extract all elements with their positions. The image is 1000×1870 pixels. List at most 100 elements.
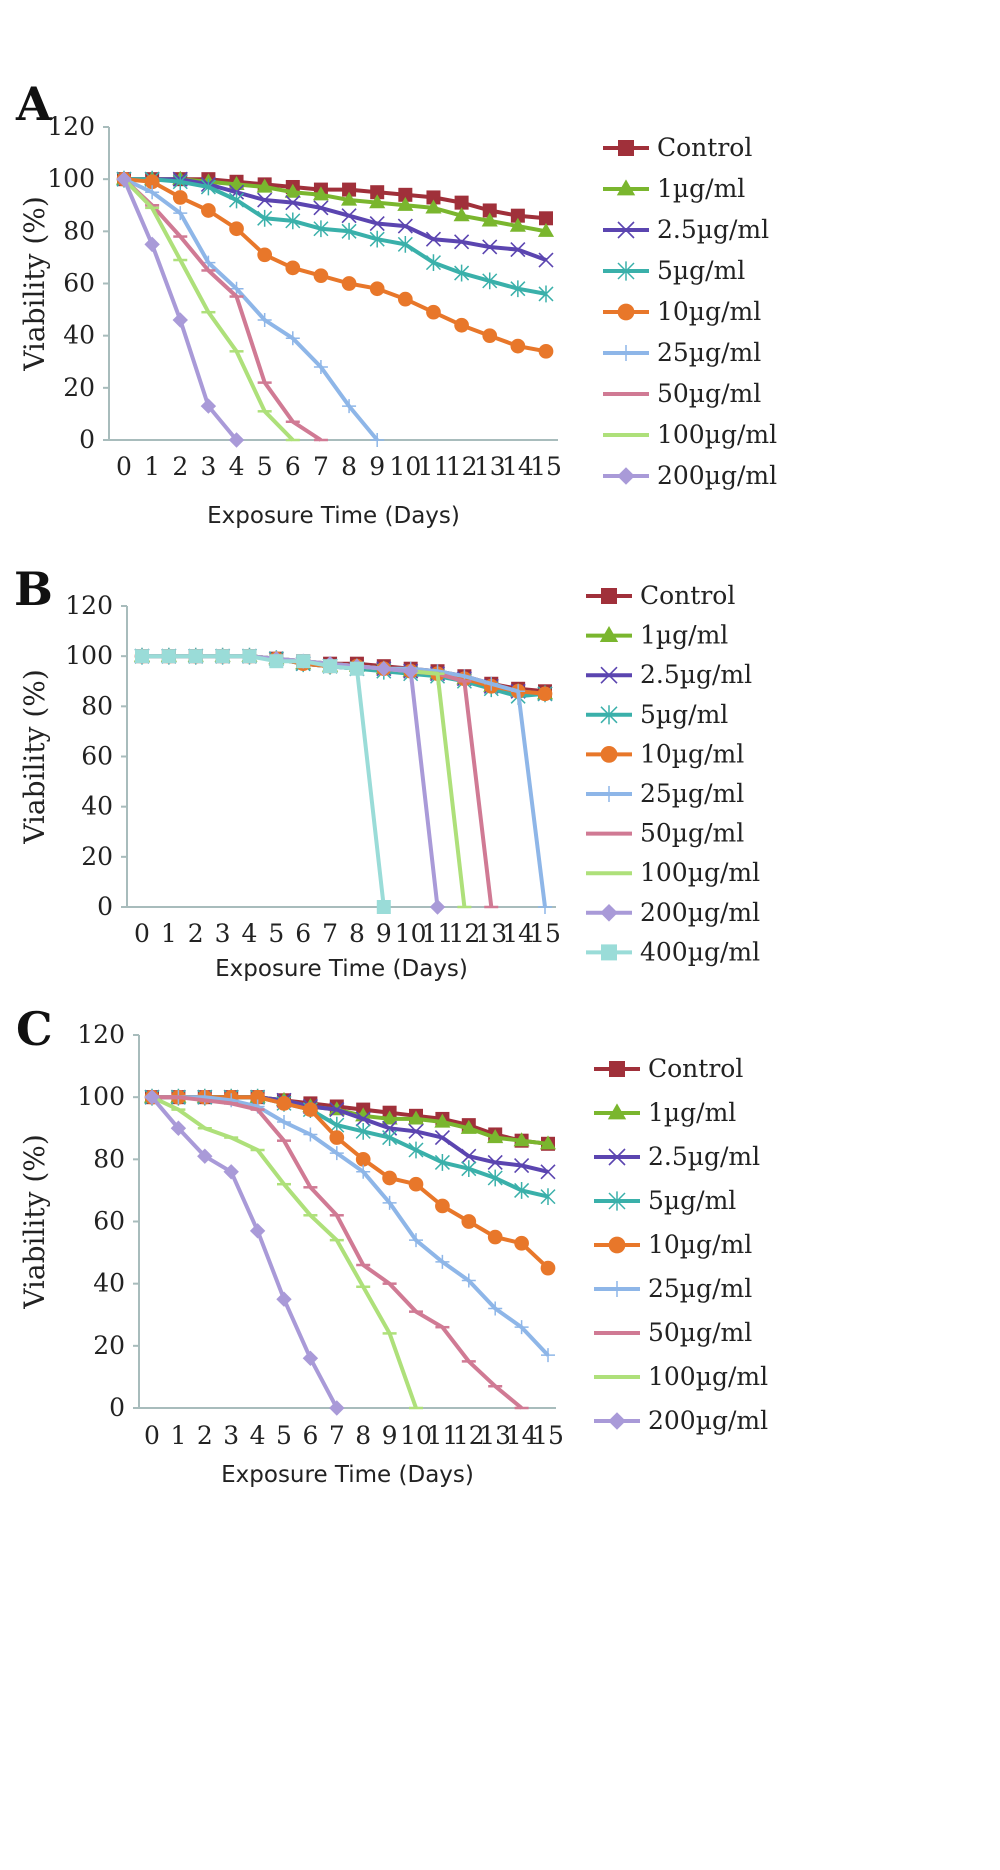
panel-a-x-tick-label: 0 [116, 452, 132, 481]
panel-c-series-2-5ug-ml-point [355, 1111, 371, 1127]
panel-a-y-tick-label: 80 [63, 216, 95, 245]
panel-a-legend-marker [618, 345, 634, 361]
panel-b-x-tick-label: 7 [322, 919, 338, 948]
panel-b-legend-entry: 50µg/ml [586, 819, 744, 848]
panel-a-series-5ug-ml-point [482, 272, 498, 290]
panel-a-legend-marker [617, 261, 635, 281]
panel-a-legend-label: 200µg/ml [657, 461, 777, 490]
panel-c-legend-entry: 10µg/ml [594, 1230, 752, 1259]
panel-b-legend-label: 400µg/ml [640, 937, 760, 966]
panel-a-series-2-5ug-ml-point [257, 192, 273, 208]
panel-a-series-1ug-ml-point [537, 222, 555, 237]
panel-a-series-2-5ug-ml-point [538, 252, 554, 268]
panel-b-legend-label: 25µg/ml [640, 779, 744, 808]
panel-c-series-25ug-ml-line [152, 1095, 550, 1357]
panel-b-series-400ug-ml-point [376, 900, 391, 914]
panel-c-series-10ug-ml-point [303, 1102, 318, 1117]
panel-c-y-tick-label: 120 [77, 1020, 125, 1049]
panel-b-series-400ug-ml-point [296, 654, 311, 669]
panel-c-series-25ug-ml [145, 1090, 555, 1363]
panel-b-series-400ug-ml-line [142, 654, 386, 908]
panel-a-series-control-point [482, 203, 497, 218]
panel-b-y-tick-label: 100 [65, 641, 113, 670]
panel-b-legend-entry: 25µg/ml [586, 779, 744, 808]
panel-a-series-10ug-ml-point [257, 247, 273, 263]
panel-b-x-tick-label: 5 [268, 919, 284, 948]
panel-a-series-5ug-ml-point [369, 230, 385, 248]
panel-c-x-tick-label: 3 [223, 1421, 239, 1450]
panel-a-series-10ug-ml-point [482, 328, 498, 344]
panel-b-legend-marker [601, 786, 617, 802]
panel-b-series-25ug-ml-point [538, 900, 552, 914]
panel-a-x-tick-label: 13 [474, 452, 506, 481]
panel-c-series-10ug-ml-point [408, 1176, 424, 1192]
panel-a-series-1ug-ml-point [369, 194, 386, 209]
panel-b-x-tick-label: 2 [188, 919, 204, 948]
panel-a-x-tick-label: 9 [369, 452, 385, 481]
panel-a-series-10ug-ml-point [426, 304, 441, 320]
panel-c-y-tick-label: 0 [109, 1393, 125, 1422]
panel-c-x-tick-label: 10 [400, 1421, 432, 1450]
panel-c-series-5ug-ml-point [408, 1141, 424, 1159]
panel-b-legend-entry: 100µg/ml [586, 858, 760, 887]
panel-c-y-tick-label: 80 [93, 1144, 125, 1173]
panel-c-series-200ug-ml-point [302, 1350, 319, 1366]
panel-a-series-200ug-ml-point [116, 171, 132, 187]
panel-c-series-25ug-ml-point [435, 1254, 450, 1269]
panel-a-series-1ug-ml-point [453, 207, 470, 222]
panel-c-legend-entry: 50µg/ml [594, 1318, 752, 1347]
panel-c-x-tick-label: 7 [329, 1421, 345, 1450]
panel-b-legend-label: 50µg/ml [640, 819, 744, 848]
panel-a-series-control-point [370, 185, 385, 200]
panel-b-legend-label: 100µg/ml [640, 858, 760, 887]
panel-c-series-5ug-ml-point [487, 1169, 503, 1187]
panel-a-series-25ug-ml-point [257, 313, 272, 328]
panel-a-series-2-5ug-ml-point [369, 215, 385, 232]
panel-a-series-5ug-ml-point [538, 285, 554, 303]
panel-a-series-200ug-ml-point [228, 432, 245, 448]
panel-b-legend-marker [600, 705, 618, 725]
panel-a-series-10ug-ml-point [285, 260, 301, 276]
panel-a-series-10ug-ml [116, 171, 554, 359]
panel-c-series-2-5ug-ml-point [487, 1154, 503, 1171]
panel-c-series-25ug-ml-point [303, 1127, 318, 1142]
panel-c-series-10ug-ml-point [250, 1089, 265, 1105]
panel-a-series-2-5ug-ml-line [124, 177, 547, 262]
panel-a-series-2-5ug-ml-point [397, 218, 413, 234]
panel-a-x-tick-label: 11 [418, 452, 450, 481]
panel-c-series-200ug-ml [144, 1089, 345, 1416]
panel-a-letter: A [15, 77, 53, 131]
panel-c-series-25ug-ml-point [329, 1146, 344, 1161]
panel-c-x-tick-label: 12 [453, 1421, 485, 1450]
panel-a-legend-label: 1µg/ml [657, 174, 745, 203]
panel-b-series-400ug-ml-point [215, 649, 230, 664]
panel-b-series-400ug-ml-point [135, 649, 149, 664]
panel-c-series-5ug-ml-point [355, 1122, 371, 1140]
panel-a-series-10ug-ml-point [172, 190, 188, 205]
panel-a-series-25ug-ml-point [313, 359, 328, 374]
panel-a-legend-marker [616, 179, 636, 196]
panel-c-legend-marker [608, 1236, 626, 1254]
panel-a-legend-label: Control [657, 133, 752, 162]
panel-a-series-5ug-ml-point [172, 173, 188, 191]
panel-b-series-50ug-ml [135, 654, 499, 909]
panel-c-series-2-5ug-ml-point [434, 1130, 450, 1146]
panel-c-legend-label: 200µg/ml [648, 1406, 768, 1435]
panel-a-series-10ug-ml-point [201, 203, 216, 218]
panel-b-legend-entry: 400µg/ml [586, 937, 760, 966]
panel-c-series-25ug-ml-point [356, 1164, 371, 1179]
panel-a-y-tick-label: 40 [63, 321, 95, 350]
panel-c-series-25ug-ml-point [514, 1320, 529, 1335]
panel-b-y-tick-label: 120 [65, 591, 113, 620]
panel-a-series-2-5ug-ml-point [425, 231, 442, 247]
panel-a-series-1ug-ml-point [256, 178, 273, 193]
panel-c-legend-marker [609, 1281, 625, 1297]
panel-c-y-axis-label: Viability (%) [18, 1134, 51, 1310]
panel-a-series-5ug-ml-point [285, 212, 301, 230]
panel-a-series-control-point [454, 195, 469, 210]
panel-a-y-tick-label: 20 [63, 373, 95, 402]
panel-a-series-25ug-ml-point [173, 206, 188, 221]
panel-c-x-tick-label: 2 [197, 1421, 213, 1450]
panel-a-series-25ug-ml [117, 172, 385, 447]
